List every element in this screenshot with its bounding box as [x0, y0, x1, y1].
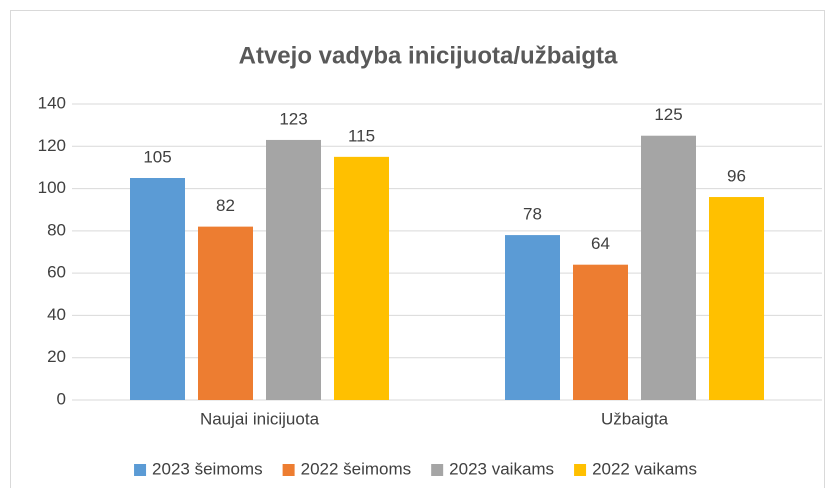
data-label: 82 — [216, 196, 235, 215]
bar — [334, 156, 389, 400]
y-tick-label: 0 — [57, 389, 66, 408]
bar — [130, 178, 185, 400]
data-label: 78 — [523, 205, 542, 224]
y-tick-label: 120 — [38, 136, 66, 155]
legend-item: 2023 šeimoms — [134, 459, 263, 478]
legend-label: 2023 vaikams — [449, 459, 554, 478]
legend-label: 2023 šeimoms — [152, 459, 263, 478]
legend-label: 2022 šeimoms — [301, 459, 412, 478]
legend-item: 2022 šeimoms — [282, 459, 412, 478]
data-label: 123 — [279, 109, 307, 128]
bar — [709, 197, 764, 400]
data-label: 105 — [143, 147, 171, 166]
y-tick-label: 80 — [47, 220, 66, 239]
legend-item: 2023 vaikams — [431, 459, 554, 478]
x-tick-label: Užbaigta — [601, 409, 669, 428]
y-tick-label: 100 — [38, 178, 66, 197]
bar — [573, 264, 628, 400]
y-tick-label: 20 — [47, 347, 66, 366]
legend-swatch — [574, 464, 587, 476]
legend-label: 2022 vaikams — [592, 459, 697, 478]
data-label: 96 — [727, 167, 746, 186]
chart-title: Atvejo vadyba inicijuota/užbaigta — [239, 42, 618, 69]
legend-swatch — [282, 464, 295, 476]
legend-item: 2022 vaikams — [574, 459, 697, 478]
bar — [198, 226, 253, 400]
data-label: 115 — [348, 126, 375, 145]
bar — [641, 135, 696, 400]
legend-swatch — [431, 464, 444, 476]
data-label: 125 — [654, 105, 682, 124]
data-label: 64 — [591, 234, 610, 253]
bar — [505, 235, 560, 400]
legend-swatch — [134, 464, 147, 476]
y-tick-label: 140 — [38, 93, 66, 112]
y-tick-label: 60 — [47, 263, 66, 282]
y-tick-label: 40 — [47, 305, 66, 324]
x-tick-label: Naujai inicijuota — [200, 409, 320, 428]
bar — [266, 139, 321, 400]
